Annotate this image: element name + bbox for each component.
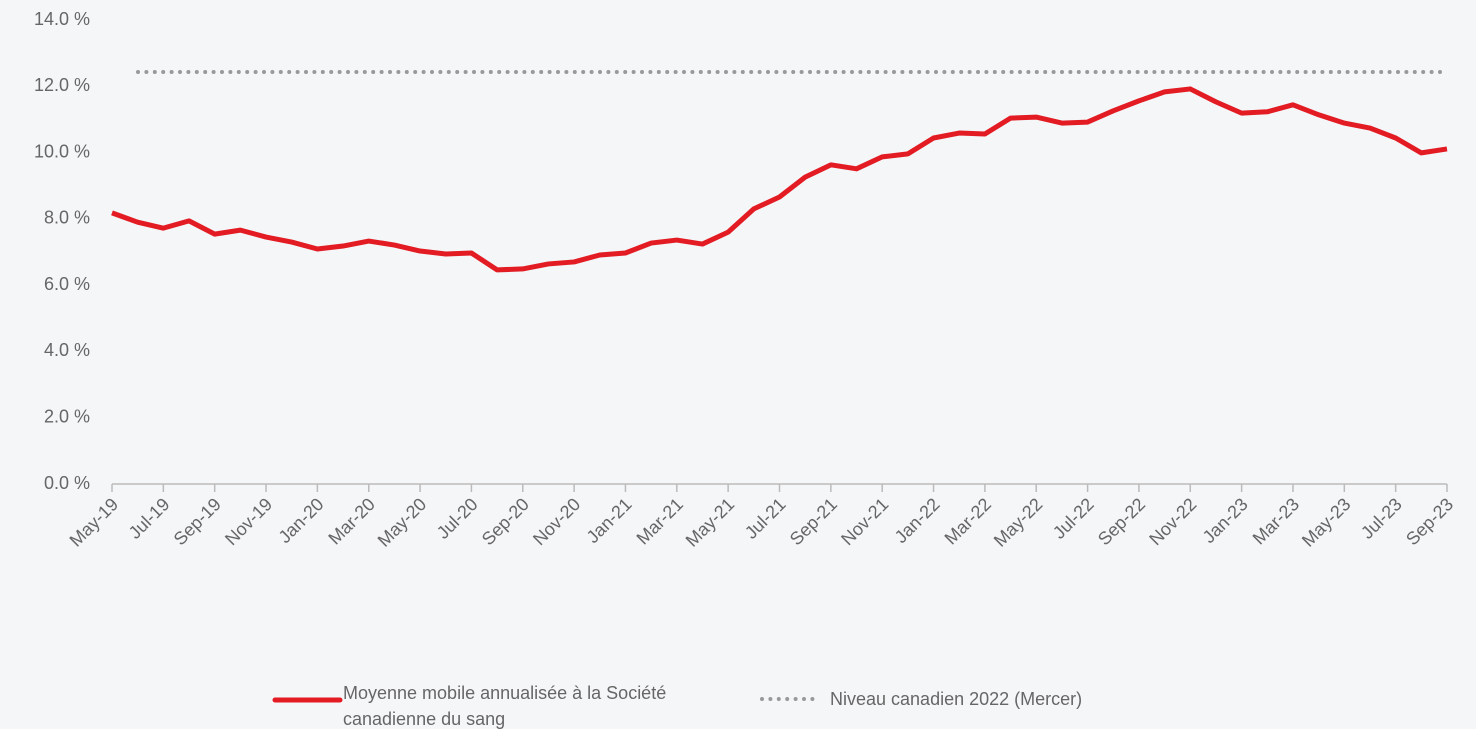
data-line xyxy=(111,86,1448,273)
y-tick-label: 10.0 % xyxy=(34,141,90,161)
x-tick-label: Jan-23 xyxy=(1199,494,1252,547)
x-tick-label: Mar-23 xyxy=(1249,494,1303,548)
y-tick-label: 6.0 % xyxy=(44,274,90,294)
x-tick-label: May-22 xyxy=(990,494,1047,551)
x-tick-label: Sep-21 xyxy=(786,494,841,549)
x-tick-label: Mar-22 xyxy=(941,494,995,548)
x-tick-label: Jan-21 xyxy=(583,494,636,547)
y-tick-label: 14.0 % xyxy=(34,9,90,29)
x-tick-label: Nov-19 xyxy=(221,494,276,549)
x-tick-label: Jul-22 xyxy=(1049,494,1098,543)
x-tick-label: May-21 xyxy=(682,494,739,551)
x-tick-label: Jul-23 xyxy=(1357,494,1406,543)
x-tick-label: May-20 xyxy=(374,494,431,551)
legend-label: Niveau canadien 2022 (Mercer) xyxy=(830,689,1083,709)
y-tick-label: 12.0 % xyxy=(34,75,90,95)
x-tick-label: Sep-20 xyxy=(478,494,533,549)
y-tick-label: 8.0 % xyxy=(44,208,90,228)
x-tick-label: Jan-22 xyxy=(891,494,944,547)
x-tick-label: Jul-21 xyxy=(741,494,790,543)
x-tick-label: May-19 xyxy=(66,494,123,551)
x-tick-label: Mar-20 xyxy=(324,494,378,548)
y-tick-label: 2.0 % xyxy=(44,406,90,426)
x-tick-label: Sep-19 xyxy=(170,494,225,549)
x-tick-label: Sep-22 xyxy=(1094,494,1149,549)
y-tick-label: 0.0 % xyxy=(44,473,90,493)
x-tick-label: May-23 xyxy=(1298,494,1355,551)
x-tick-label: Jul-20 xyxy=(433,494,482,543)
y-tick-label: 4.0 % xyxy=(44,340,90,360)
x-tick-label: Jan-20 xyxy=(275,494,328,547)
x-tick-label: Nov-20 xyxy=(529,494,584,549)
x-tick-label: Jul-19 xyxy=(125,494,174,543)
legend-label: Moyenne mobile annualisée à la Société c… xyxy=(343,683,667,729)
x-tick-label: Nov-22 xyxy=(1145,494,1200,549)
x-tick-label: Mar-21 xyxy=(633,494,687,548)
x-tick-label: Nov-21 xyxy=(837,494,892,549)
x-tick-label: Sep-23 xyxy=(1402,494,1457,549)
